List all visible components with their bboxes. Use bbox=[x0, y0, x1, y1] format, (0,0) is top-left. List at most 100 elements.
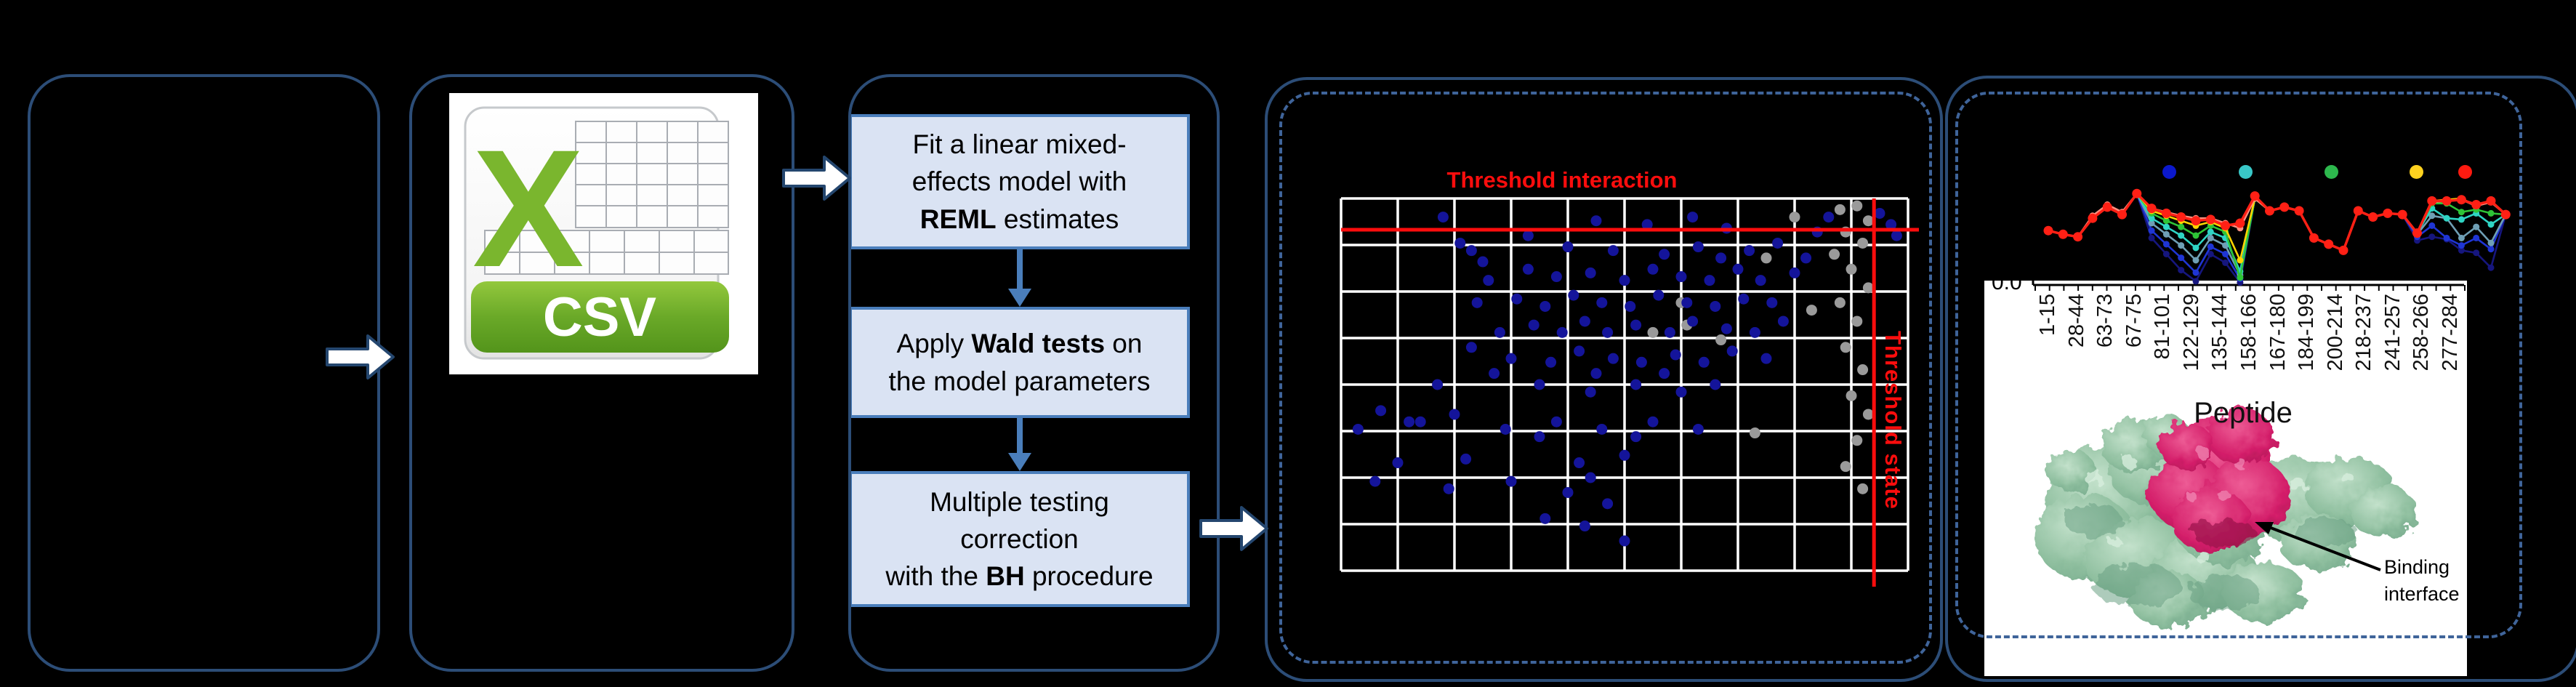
scatter-dot-gray bbox=[1840, 461, 1851, 473]
scatter-dot-blue bbox=[1352, 423, 1364, 435]
scatter-dot-gray bbox=[1851, 316, 1863, 327]
scatter-dot-blue bbox=[1522, 230, 1534, 241]
scatter-dot-blue bbox=[1443, 483, 1454, 494]
scatter-dot-blue bbox=[1511, 293, 1523, 305]
uptake-marker-steel bbox=[2148, 220, 2155, 227]
panel-results-map-inner bbox=[1279, 92, 1932, 664]
scatter-dot-blue bbox=[1766, 297, 1778, 308]
uptake-marker-green bbox=[2162, 217, 2170, 225]
scatter-dot-blue bbox=[1579, 316, 1590, 327]
scatter-dot-blue bbox=[1647, 263, 1659, 275]
scatter-dot-blue bbox=[1489, 368, 1500, 379]
scatter-dot-blue bbox=[1874, 207, 1885, 219]
peptide-axis-title: Peptide bbox=[2194, 397, 2293, 429]
uptake-marker-cyan bbox=[2192, 244, 2199, 252]
scatter-dot-blue bbox=[1726, 345, 1738, 357]
uptake-marker-blue bbox=[2222, 251, 2229, 257]
uptake-marker-cyan bbox=[2148, 214, 2155, 222]
panel-structure-inner bbox=[1955, 92, 2522, 638]
scatter-dot-blue bbox=[1505, 475, 1517, 487]
uptake-marker-red bbox=[2176, 212, 2186, 222]
scatter-dot-gray bbox=[1806, 305, 1817, 316]
uptake-marker-red bbox=[2486, 196, 2496, 206]
uptake-marker-navy bbox=[2162, 251, 2170, 257]
scatter-dot-blue bbox=[1522, 263, 1534, 275]
scatter-dot-blue bbox=[1454, 237, 1466, 249]
uptake-chart-paper: Binding interface bbox=[1984, 281, 2467, 676]
flow-arrow-csv-to-workflow bbox=[782, 156, 851, 201]
scatter-dot-blue bbox=[1539, 300, 1551, 312]
uptake-marker-green bbox=[2237, 274, 2244, 281]
uptake-marker-steel bbox=[2192, 257, 2199, 264]
scatter-dot-gray bbox=[1715, 334, 1727, 346]
legend-dot-3 bbox=[2410, 165, 2423, 179]
uptake-marker-steel bbox=[2178, 242, 2185, 249]
scatter-dot-blue bbox=[1534, 431, 1545, 443]
scatter-dot-blue bbox=[1755, 275, 1766, 286]
workflow-step-wald: Apply Wald tests on the model parameters bbox=[849, 307, 1190, 418]
uptake-marker-red bbox=[2500, 209, 2511, 220]
scatter-dot-blue bbox=[1630, 319, 1642, 331]
uptake-marker-red bbox=[2088, 213, 2098, 223]
scatter-dot-gray bbox=[1760, 252, 1772, 264]
uptake-marker-red bbox=[2294, 206, 2304, 216]
uptake-marker-red bbox=[2132, 188, 2142, 198]
uptake-marker-red bbox=[2043, 225, 2053, 236]
scatter-dot-blue bbox=[1585, 472, 1596, 483]
uptake-marker-green bbox=[2178, 223, 2185, 230]
uptake-marker-red bbox=[2338, 245, 2348, 255]
scatter-dot-blue bbox=[1404, 416, 1415, 427]
scatter-dot-blue bbox=[1602, 498, 1614, 510]
uptake-marker-blue bbox=[2443, 234, 2450, 241]
scatter-dot-blue bbox=[1534, 379, 1545, 390]
scatter-dot-blue bbox=[1432, 379, 1444, 390]
scatter-dot-blue bbox=[1720, 323, 1732, 334]
scatter-dot-blue bbox=[1471, 297, 1483, 308]
flow-arrow-input-to-csv bbox=[326, 334, 395, 379]
scatter-dot-blue bbox=[1562, 241, 1574, 253]
csv-file-icon: X CSV bbox=[464, 106, 729, 360]
scatter-dot-blue bbox=[1789, 267, 1800, 278]
uptake-marker-red bbox=[2353, 206, 2363, 216]
uptake-marker-red bbox=[2368, 212, 2378, 222]
scatter-dot-blue bbox=[1710, 300, 1721, 312]
scatter-dot-blue bbox=[1664, 326, 1675, 338]
scatter-dot-blue bbox=[1823, 212, 1835, 223]
uptake-axis bbox=[2032, 269, 2466, 291]
scatter-dot-gray bbox=[1789, 212, 1800, 223]
scatter-dot-blue bbox=[1369, 475, 1381, 487]
uptake-marker-blue bbox=[2148, 227, 2155, 234]
uptake-marker-navy bbox=[2178, 267, 2185, 274]
scatter-dot-gray bbox=[1834, 204, 1846, 215]
interaction-scatter-plot bbox=[1340, 197, 1919, 587]
uptake-marker-yellow bbox=[2237, 257, 2244, 264]
uptake-marker-blue bbox=[2162, 241, 2170, 248]
uptake-marker-green bbox=[2458, 209, 2465, 216]
scatter-dot-blue bbox=[1744, 245, 1755, 257]
protein-structure-image bbox=[2034, 409, 2417, 628]
scatter-dot-blue bbox=[1585, 267, 1596, 278]
uptake-marker-red bbox=[2058, 229, 2068, 239]
scatter-dot-blue bbox=[1653, 289, 1665, 301]
scatter-dot-blue bbox=[1670, 349, 1681, 361]
legend-dot-1 bbox=[2239, 165, 2253, 179]
uptake-marker-red bbox=[2161, 208, 2171, 218]
scatter-dot-gray bbox=[1857, 483, 1869, 494]
excel-x-letter: X bbox=[472, 115, 584, 302]
scatter-dot-blue bbox=[1619, 449, 1630, 461]
scatter-dot-blue bbox=[1494, 326, 1505, 338]
uptake-marker-red bbox=[2427, 196, 2437, 206]
uptake-marker-blue bbox=[2458, 242, 2465, 249]
scatter-dot-blue bbox=[1607, 353, 1619, 364]
uptake-marker-navy bbox=[2428, 233, 2436, 241]
scatter-dot-blue bbox=[1687, 316, 1699, 327]
uptake-y-axis-tick: 0.0 bbox=[1992, 270, 2022, 294]
scatter-dot-blue bbox=[1675, 271, 1687, 283]
uptake-marker-blue bbox=[2473, 234, 2480, 241]
uptake-marker-red bbox=[2397, 209, 2407, 220]
uptake-marker-red bbox=[2102, 202, 2112, 212]
scatter-dot-blue bbox=[1715, 252, 1727, 264]
binding-interface-label: Binding interface bbox=[2384, 556, 2460, 605]
uptake-marker-navy bbox=[2192, 278, 2199, 285]
panel-structure bbox=[1945, 76, 2576, 682]
